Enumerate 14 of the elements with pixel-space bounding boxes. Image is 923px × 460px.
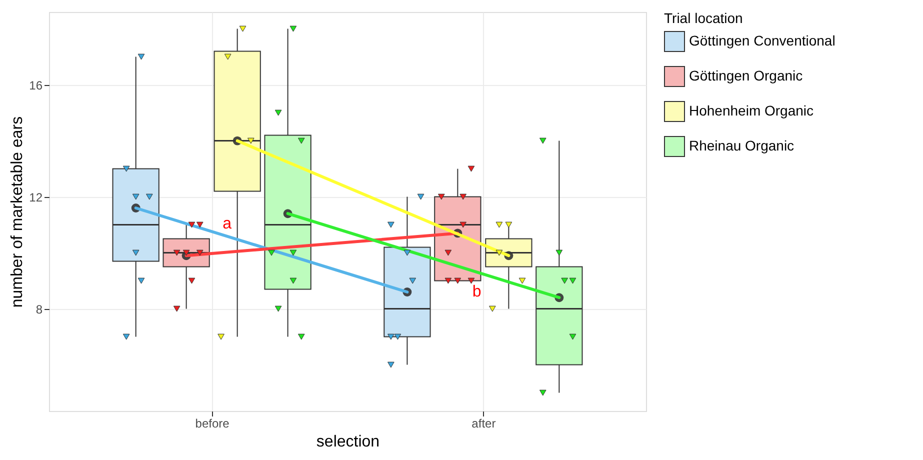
- x-axis-title: selection: [316, 434, 380, 450]
- legend-title: Trial location: [664, 10, 743, 26]
- x-tick-label: after: [472, 416, 496, 430]
- annotation: b: [472, 283, 482, 300]
- x-tick-label: before: [195, 416, 230, 430]
- y-tick-label: 8: [36, 302, 43, 316]
- legend-label: Rheinau Organic: [689, 138, 794, 154]
- legend-label: Göttingen Organic: [689, 68, 803, 84]
- y-axis-title: number of marketable ears: [9, 116, 26, 308]
- legend-label: Hohenheim Organic: [689, 102, 814, 118]
- y-tick-label: 12: [29, 190, 43, 204]
- legend-label: Göttingen Conventional: [689, 32, 836, 48]
- y-tick-label: 16: [29, 78, 43, 92]
- annotation: a: [222, 215, 232, 232]
